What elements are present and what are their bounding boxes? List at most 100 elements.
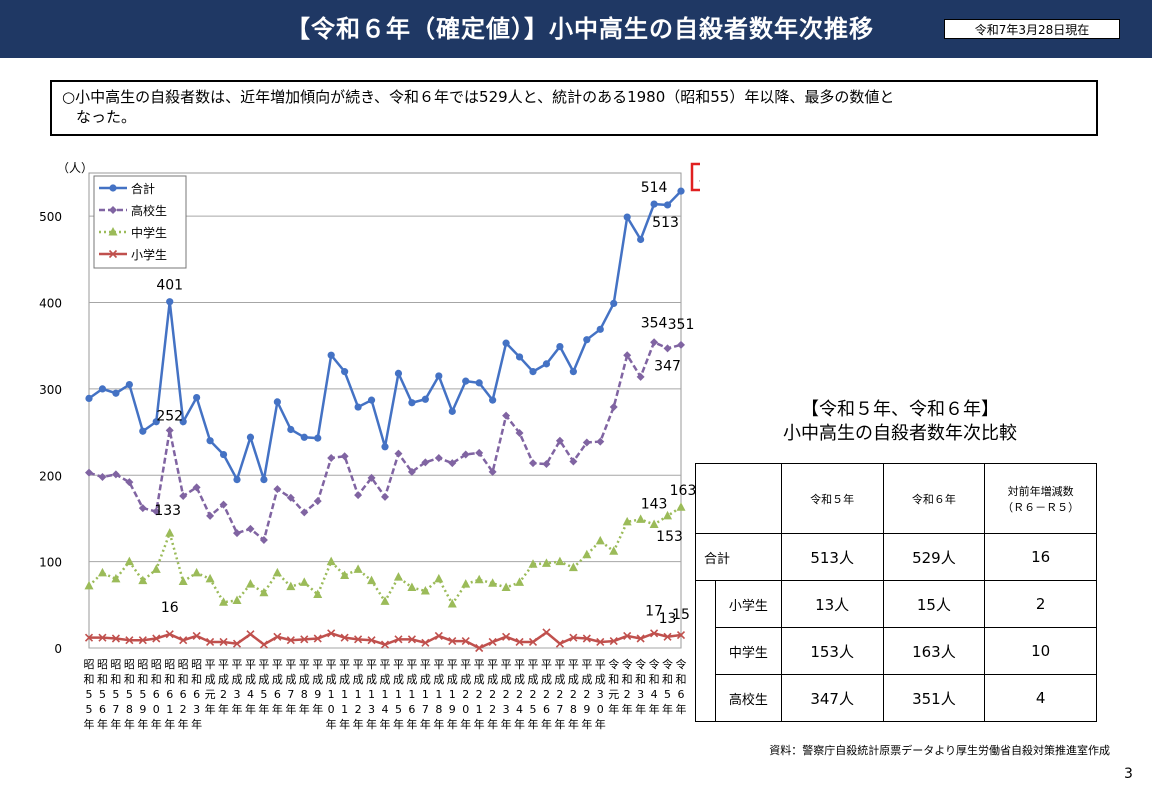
data-point-合計 bbox=[327, 351, 335, 359]
x-tick-label: 7 bbox=[287, 688, 294, 701]
x-tick-label: 成 bbox=[366, 673, 377, 686]
x-tick-label: 6 bbox=[180, 688, 187, 701]
data-point-小学生 bbox=[327, 629, 336, 638]
x-tick-label: 6 bbox=[408, 703, 415, 716]
x-tick-label: 年 bbox=[339, 717, 350, 731]
data-point-合計 bbox=[475, 379, 483, 387]
data-point-小学生 bbox=[475, 643, 484, 653]
data-point-中学生 bbox=[582, 549, 592, 559]
data-point-高校生 bbox=[259, 536, 268, 545]
x-tick-label: 1 bbox=[435, 688, 442, 701]
data-point-小学生 bbox=[125, 636, 134, 645]
x-tick-label: 1 bbox=[408, 688, 415, 701]
x-tick-label: 7 bbox=[422, 703, 429, 716]
x-tick-label: 年 bbox=[460, 717, 471, 731]
table-header-r5: 令和５年 bbox=[780, 463, 884, 534]
data-point-小学生 bbox=[676, 630, 686, 640]
data-point-小学生 bbox=[596, 637, 605, 647]
legend-label-高校生: 高校生 bbox=[131, 203, 167, 218]
data-point-小学生 bbox=[421, 638, 430, 647]
x-tick-label: 成 bbox=[218, 673, 229, 686]
x-tick-label: 4 bbox=[516, 703, 523, 716]
x-tick-label: 年 bbox=[581, 717, 592, 731]
x-tick-label: 成 bbox=[299, 673, 310, 686]
data-point-高校生 bbox=[582, 438, 591, 447]
data-point-高校生 bbox=[475, 448, 484, 457]
data-point-合計 bbox=[583, 336, 591, 344]
x-tick-label: 6 bbox=[678, 688, 685, 701]
x-tick-label: 和 bbox=[164, 673, 175, 686]
x-tick-label: 年 bbox=[420, 717, 431, 731]
data-point-小学生 bbox=[179, 636, 188, 645]
data-point-合計 bbox=[125, 380, 133, 389]
data-point-中学生 bbox=[178, 576, 188, 585]
summary-box: ○小中高生の自殺者数は、近年増加傾向が続き、令和６年では529人と、統計のある1… bbox=[50, 80, 1098, 136]
data-point-中学生 bbox=[124, 556, 134, 566]
x-tick-label: 年 bbox=[433, 717, 444, 731]
x-tick-label: 成 bbox=[501, 673, 512, 686]
data-point-高校生 bbox=[623, 351, 632, 360]
y-tick-label: 100 bbox=[39, 556, 62, 570]
data-point-高校生 bbox=[98, 473, 107, 481]
x-tick-label: 8 bbox=[126, 703, 133, 716]
data-point-合計 bbox=[287, 425, 295, 434]
data-point-中学生 bbox=[151, 564, 161, 573]
x-tick-label: 成 bbox=[339, 673, 350, 686]
x-tick-label: 成 bbox=[541, 673, 552, 686]
table-row: 高校生 347人 351人 4 bbox=[695, 674, 1097, 722]
data-point-合計 bbox=[515, 353, 524, 361]
x-tick-label: 成 bbox=[487, 673, 498, 686]
x-tick-label: 平 bbox=[326, 658, 337, 671]
x-tick-label: 5 bbox=[395, 703, 402, 716]
x-tick-label: 年 bbox=[635, 702, 646, 716]
comparison-title-line-1: 【令和５年、令和６年】 bbox=[801, 399, 999, 420]
data-label: 17 bbox=[645, 603, 663, 619]
data-point-合計 bbox=[260, 475, 268, 484]
x-tick-label: 7 bbox=[556, 703, 563, 716]
data-point-中学生 bbox=[609, 546, 619, 555]
data-point-合計 bbox=[219, 450, 228, 459]
data-point-中学生 bbox=[501, 582, 511, 592]
x-tick-label: 5 bbox=[530, 703, 537, 716]
data-point-高校生 bbox=[650, 338, 659, 347]
data-point-高校生 bbox=[152, 507, 161, 516]
data-point-高校生 bbox=[461, 450, 470, 459]
data-point-中学生 bbox=[461, 579, 471, 588]
data-point-小学生 bbox=[219, 637, 228, 647]
data-point-中学生 bbox=[676, 502, 686, 511]
y-tick-label: 200 bbox=[39, 469, 62, 483]
x-tick-label: 2 bbox=[583, 688, 590, 701]
x-tick-label: 和 bbox=[662, 673, 673, 686]
data-point-中学生 bbox=[434, 573, 444, 583]
cell-elementary-diff: 2 bbox=[984, 580, 1097, 628]
data-point-中学生 bbox=[353, 564, 363, 573]
data-point-中学生 bbox=[326, 556, 336, 566]
x-tick-label: 1 bbox=[476, 703, 483, 716]
x-tick-label: 平 bbox=[406, 658, 417, 671]
data-point-中学生 bbox=[111, 573, 121, 583]
data-point-中学生 bbox=[595, 535, 605, 545]
x-tick-label: 成 bbox=[568, 673, 579, 686]
data-point-合計 bbox=[435, 372, 443, 380]
y-tick-label: 300 bbox=[39, 383, 62, 397]
x-tick-label: 5 bbox=[99, 688, 106, 701]
x-tick-label: 年 bbox=[649, 702, 660, 716]
data-point-小学生 bbox=[340, 633, 349, 642]
data-point-小学生 bbox=[650, 629, 659, 638]
data-label: 252 bbox=[156, 408, 183, 424]
data-label: 354 bbox=[641, 315, 668, 331]
x-tick-label: 成 bbox=[433, 673, 444, 686]
x-tick-label: 2 bbox=[220, 688, 227, 701]
x-tick-label: 平 bbox=[299, 658, 310, 671]
x-tick-label: 平 bbox=[393, 658, 404, 671]
data-point-合計 bbox=[354, 403, 362, 411]
x-tick-label: 成 bbox=[326, 673, 337, 686]
x-tick-label: 和 bbox=[124, 673, 135, 686]
data-point-合計 bbox=[139, 427, 147, 435]
table-header-diff: 対前年増減数 （Ｒ６－Ｒ５） bbox=[984, 463, 1097, 534]
data-point-高校生 bbox=[609, 403, 618, 412]
data-label: 351 bbox=[668, 317, 695, 333]
data-point-中学生 bbox=[393, 572, 403, 581]
x-tick-label: 成 bbox=[514, 673, 525, 686]
x-tick-label: 0 bbox=[597, 703, 604, 716]
